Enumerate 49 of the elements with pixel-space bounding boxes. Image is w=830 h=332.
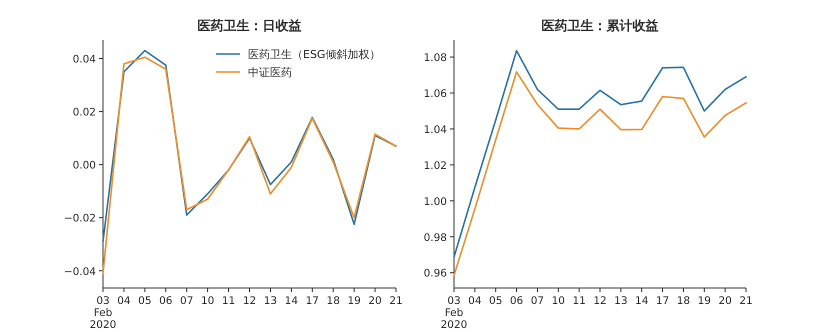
x-tick-label: 10 bbox=[200, 295, 214, 307]
chart-title: 医药卫生：累计收益 bbox=[542, 18, 658, 34]
y-tick-label: 0.04 bbox=[72, 54, 96, 66]
line-series bbox=[102, 50, 397, 242]
x-tick-label: 18 bbox=[676, 295, 690, 307]
y-tick-label: 0.96 bbox=[424, 268, 448, 280]
x-tick-label: 05 bbox=[138, 295, 152, 307]
x-tick-label: 20 bbox=[368, 295, 382, 307]
x-tick-label: 20 bbox=[718, 295, 732, 307]
x-tick-label: 21 bbox=[389, 295, 403, 307]
x-tick-label: 12 bbox=[593, 295, 607, 307]
y-tick-label: 1.04 bbox=[424, 124, 448, 136]
x-tick-label: 03 Feb 2020 bbox=[90, 295, 116, 331]
y-tick-label: −0.02 bbox=[64, 212, 96, 225]
x-tick-label: 13 bbox=[264, 295, 278, 307]
y-tick-label: −0.04 bbox=[64, 266, 96, 278]
x-tick-label: 17 bbox=[306, 295, 319, 307]
x-tick-label: 06 bbox=[510, 295, 524, 307]
chart-title: 医药卫生：日收益 bbox=[198, 18, 302, 34]
y-tick-label: 1.06 bbox=[424, 88, 448, 100]
y-tick-label: 1.02 bbox=[424, 160, 447, 172]
x-tick-label: 06 bbox=[159, 295, 173, 307]
x-tick-label: 21 bbox=[739, 295, 753, 307]
x-tick-label: 12 bbox=[242, 295, 256, 307]
legend-label: 医药卫生（ESG倾斜加权） bbox=[248, 48, 380, 61]
x-tick-label: 07 bbox=[180, 295, 194, 307]
x-tick-label: 11 bbox=[572, 295, 586, 307]
y-tick-label: 0.98 bbox=[424, 232, 447, 244]
x-tick-label: 05 bbox=[489, 295, 502, 307]
x-tick-label: 19 bbox=[698, 295, 711, 307]
line-series bbox=[453, 71, 747, 276]
x-tick-label: 13 bbox=[614, 295, 628, 307]
x-tick-label: 14 bbox=[635, 295, 649, 307]
x-tick-label: 03 Feb 2020 bbox=[440, 295, 468, 331]
y-tick-label: 0.00 bbox=[72, 160, 96, 172]
legend-label: 中证医药 bbox=[248, 66, 292, 79]
x-tick-label: 07 bbox=[530, 295, 544, 307]
x-tick-label: 14 bbox=[284, 295, 298, 307]
x-tick-label: 18 bbox=[326, 295, 340, 307]
x-tick-label: 19 bbox=[347, 295, 361, 307]
x-tick-label: 17 bbox=[656, 295, 670, 307]
x-tick-label: 10 bbox=[552, 295, 565, 307]
x-tick-label: 04 bbox=[468, 295, 482, 307]
y-tick-label: 0.02 bbox=[72, 106, 96, 119]
x-tick-label: 04 bbox=[117, 295, 131, 307]
y-tick-label: 1.00 bbox=[424, 196, 447, 208]
line-series bbox=[453, 50, 747, 258]
y-tick-label: 1.08 bbox=[424, 52, 447, 64]
x-tick-label: 11 bbox=[222, 295, 236, 307]
